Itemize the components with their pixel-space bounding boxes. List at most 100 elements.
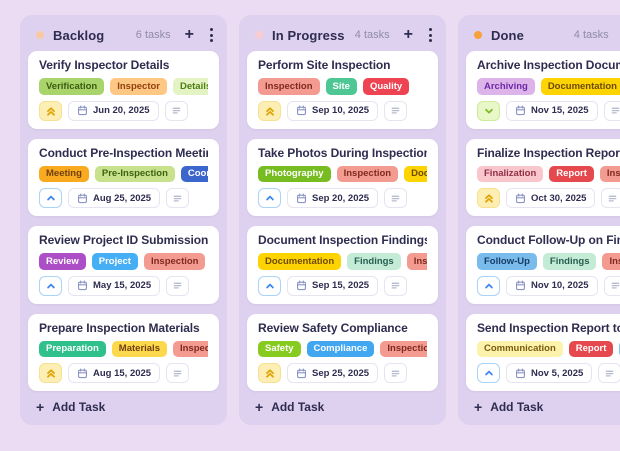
tag-pill: Safety bbox=[258, 340, 301, 357]
tag-pill: Site bbox=[325, 78, 357, 95]
notes-chip bbox=[598, 363, 620, 383]
notes-lines-icon bbox=[172, 107, 180, 114]
chevron-up-icon bbox=[46, 195, 55, 201]
due-date-chip: Sep 15, 2025 bbox=[287, 275, 379, 296]
add-card-button[interactable]: + bbox=[403, 26, 413, 43]
tag-pill: Finalization bbox=[477, 165, 544, 182]
due-date: Oct 30, 2025 bbox=[531, 192, 587, 204]
task-card[interactable]: Archive Inspection Documentation Archivi… bbox=[466, 51, 620, 129]
kanban-column: Done 4 tasks + Archive Inspection Docume… bbox=[458, 15, 620, 425]
card-title: Verify Inspector Details bbox=[39, 59, 170, 72]
chevron-down-icon bbox=[484, 108, 493, 113]
tag-pill: Meeting bbox=[39, 165, 89, 182]
task-card[interactable]: Conduct Follow-Up on Findings Follow-UpF… bbox=[466, 226, 620, 304]
due-date-chip: Oct 30, 2025 bbox=[506, 188, 596, 208]
task-card[interactable]: Review Safety Compliance Safety Complianc… bbox=[247, 313, 438, 391]
tag-pill: Documentation bbox=[540, 78, 620, 95]
calendar-icon bbox=[297, 105, 306, 116]
card-meta: Nov 10, 2025 bbox=[477, 275, 620, 296]
calendar-icon bbox=[297, 368, 306, 378]
tag-pill: Quality bbox=[362, 78, 410, 95]
due-date-chip: May 15, 2025 bbox=[68, 275, 161, 296]
notes-chip bbox=[166, 188, 190, 208]
tag-row: Follow-Up Findings Inspection bbox=[477, 253, 620, 270]
notes-lines-icon bbox=[391, 282, 400, 289]
notes-chip bbox=[603, 100, 620, 121]
chevron-double-up-icon bbox=[46, 369, 55, 378]
tag-pill: Inspection bbox=[602, 253, 620, 270]
task-card[interactable]: Prepare Inspection Materials Preparation… bbox=[28, 313, 219, 391]
tag-row: Inspection Site Quality bbox=[258, 78, 427, 95]
priority-badge bbox=[258, 363, 281, 383]
tag-pill: Materials bbox=[111, 340, 167, 357]
card-title: Prepare Inspection Materials bbox=[39, 321, 200, 335]
card-title: Document Inspection Findings bbox=[258, 234, 427, 247]
due-date: Sep 20, 2025 bbox=[312, 192, 370, 204]
column-title: Done bbox=[491, 27, 524, 43]
tag-pill: Inspection bbox=[258, 78, 320, 95]
card-meta: May 15, 2025 bbox=[39, 275, 208, 296]
calendar-icon bbox=[78, 280, 87, 291]
add-task-button[interactable]: + Add Task bbox=[28, 391, 219, 417]
tag-row: Verification Inspector Details bbox=[39, 78, 208, 95]
task-card[interactable]: Verify Inspector Details Verification Ins… bbox=[28, 51, 219, 129]
column-menu-button[interactable] bbox=[208, 26, 215, 44]
add-task-label: Add Task bbox=[271, 400, 325, 414]
tag-pill: Documentation bbox=[258, 253, 342, 270]
column-menu-button[interactable] bbox=[427, 26, 434, 44]
notes-lines-icon bbox=[173, 370, 182, 377]
notes-lines-icon bbox=[611, 107, 619, 114]
calendar-icon bbox=[297, 280, 306, 291]
tag-pill: Report bbox=[568, 340, 614, 357]
tag-row: Review Project Inspection bbox=[39, 253, 208, 270]
tag-pill: Project bbox=[91, 253, 138, 270]
calendar-icon bbox=[78, 368, 87, 378]
task-card[interactable]: Finalize Inspection Report Finalization R… bbox=[466, 138, 620, 216]
chevron-up-icon bbox=[484, 283, 493, 288]
card-list: Perform Site Inspection Inspection Site Qu… bbox=[247, 51, 438, 391]
column-status-dot-icon bbox=[474, 31, 482, 39]
card-meta: Sep 10, 2025 bbox=[258, 100, 427, 121]
tag-pill: Inspection bbox=[172, 340, 208, 357]
card-list: Archive Inspection Documentation Archivi… bbox=[466, 51, 620, 391]
task-card[interactable]: Document Inspection Findings Documentati… bbox=[247, 226, 438, 304]
calendar-icon bbox=[78, 193, 87, 203]
notes-chip bbox=[166, 275, 190, 296]
priority-badge bbox=[39, 363, 62, 383]
notes-chip bbox=[384, 275, 408, 296]
priority-badge bbox=[258, 188, 281, 208]
add-task-button[interactable]: + Add Task bbox=[466, 391, 620, 417]
task-card[interactable]: Conduct Pre-Inspection Meeting Meeting Pr… bbox=[28, 138, 219, 216]
notes-lines-icon bbox=[391, 370, 400, 377]
card-meta: Jun 20, 2025 bbox=[39, 100, 208, 121]
tag-pill: Findings bbox=[347, 253, 401, 270]
card-meta: Oct 30, 2025 bbox=[477, 188, 620, 208]
due-date: Aug 25, 2025 bbox=[93, 192, 152, 204]
priority-badge bbox=[477, 100, 500, 121]
priority-badge bbox=[477, 188, 500, 208]
due-date-chip: Aug 25, 2025 bbox=[68, 188, 161, 208]
chevron-up-icon bbox=[265, 195, 274, 201]
due-date-chip: Nov 10, 2025 bbox=[506, 275, 598, 296]
task-card[interactable]: Perform Site Inspection Inspection Site Qu… bbox=[247, 51, 438, 129]
column-task-count: 4 tasks bbox=[354, 29, 390, 41]
task-card[interactable]: Send Inspection Report to Stakeholders C… bbox=[466, 313, 620, 391]
priority-badge bbox=[39, 100, 62, 121]
tag-row: Photography Inspection Documentation bbox=[258, 165, 427, 182]
notes-lines-icon bbox=[609, 195, 617, 202]
priority-badge bbox=[477, 363, 500, 383]
notes-chip bbox=[384, 188, 408, 208]
add-card-button[interactable]: + bbox=[184, 26, 194, 43]
card-meta: Sep 25, 2025 bbox=[258, 363, 427, 383]
tag-pill: Coordination bbox=[180, 165, 208, 182]
notes-lines-icon bbox=[391, 195, 400, 202]
due-date: Nov 10, 2025 bbox=[531, 280, 589, 291]
task-card[interactable]: Review Project ID Submission Review Proje… bbox=[28, 226, 219, 304]
chevron-double-up-icon bbox=[265, 106, 274, 116]
due-date-chip: Jun 20, 2025 bbox=[68, 100, 159, 121]
task-card[interactable]: Take Photos During Inspection Photograph… bbox=[247, 138, 438, 216]
plus-icon: + bbox=[474, 399, 483, 415]
add-task-button[interactable]: + Add Task bbox=[247, 391, 438, 417]
priority-badge bbox=[258, 275, 281, 296]
